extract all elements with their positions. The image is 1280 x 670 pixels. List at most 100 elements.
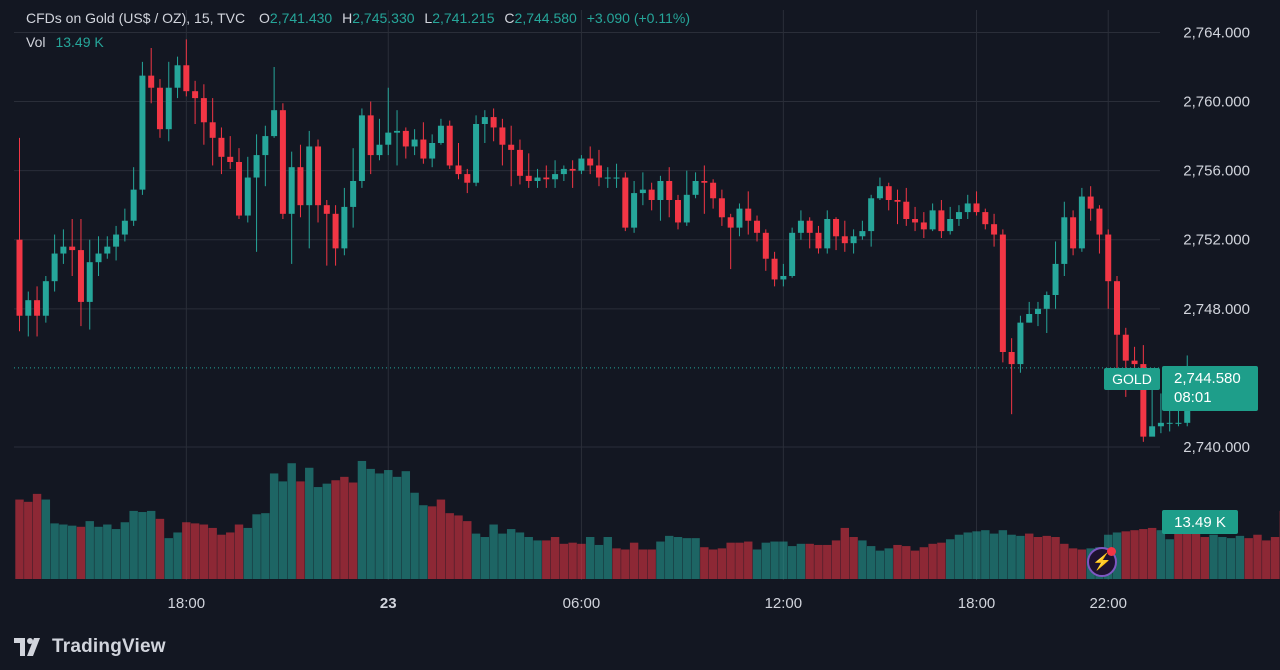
candle: [473, 115, 480, 187]
candle: [437, 118, 444, 145]
candle-body: [394, 130, 401, 133]
notification-dot: [1107, 547, 1116, 556]
candle-body: [1122, 334, 1129, 361]
volume-bar: [796, 543, 806, 579]
candle-body: [77, 250, 84, 302]
candle: [69, 219, 76, 276]
volume-bar: [1244, 538, 1253, 579]
candle: [490, 108, 497, 142]
candle: [1140, 345, 1147, 442]
volume-bar: [296, 481, 305, 579]
candle: [666, 167, 673, 218]
candle-body: [51, 253, 58, 282]
candle: [955, 205, 962, 226]
volume-bar: [1068, 548, 1078, 579]
change-value: +3.090 (+0.11%): [586, 10, 690, 26]
candle: [1096, 205, 1103, 254]
volume-bar: [463, 521, 472, 579]
candle-body: [113, 234, 120, 247]
candle-body: [631, 193, 638, 228]
volume-bar: [322, 483, 331, 579]
candle: [815, 225, 822, 254]
candle: [464, 168, 471, 194]
volume-bar: [1147, 527, 1157, 579]
candle-body: [499, 127, 506, 145]
volume-bar: [559, 543, 569, 579]
price-chart[interactable]: 2,764.000 2,760.000 2,756.000 2,752.000 2,74…: [0, 0, 1280, 620]
candle-body: [262, 136, 269, 156]
candle-body: [894, 200, 901, 202]
candle: [148, 48, 155, 104]
candle: [859, 220, 866, 240]
candle: [183, 39, 190, 97]
candle-body: [1087, 196, 1094, 209]
candle-body: [534, 177, 541, 181]
candle-body: [156, 87, 163, 130]
volume-bar: [779, 541, 788, 579]
candle-body: [104, 246, 111, 254]
tradingview-logo[interactable]: TradingView: [14, 636, 166, 658]
volume-bar: [919, 547, 929, 579]
candle: [675, 194, 681, 230]
volume-bar: [173, 532, 182, 579]
volume-bar: [761, 542, 770, 579]
volume-bar: [524, 537, 533, 579]
volume-bar: [910, 550, 920, 579]
candle: [648, 182, 655, 211]
lightning-icon[interactable]: ⚡: [1087, 547, 1117, 577]
candle-body: [130, 189, 137, 221]
close-value: 2,744.580: [514, 10, 577, 26]
ohlc-legend: CFDs on Gold (US$ / OZ), 15, TVC O2,741.…: [26, 10, 690, 26]
candle: [754, 215, 761, 242]
candle: [51, 234, 58, 292]
volume-bar: [1121, 531, 1130, 579]
vol-label[interactable]: Vol: [26, 34, 46, 50]
candle-body: [1105, 234, 1112, 282]
candle: [156, 79, 163, 138]
candle-body: [25, 300, 32, 316]
candle-body: [595, 165, 602, 178]
high-label: H: [342, 10, 353, 26]
volume-bar: [1253, 534, 1262, 579]
volume-bar: [568, 542, 577, 579]
candle: [1026, 301, 1033, 323]
volume-bar: [340, 476, 349, 579]
volume-bar: [269, 473, 279, 579]
candle-body: [920, 222, 927, 230]
volume-bar: [1033, 537, 1043, 579]
candle: [938, 200, 945, 238]
candle-body: [271, 110, 278, 137]
candle: [657, 175, 664, 221]
price-tick-label: 2,760.000: [1183, 94, 1250, 111]
candle: [376, 118, 383, 161]
candle-body: [86, 262, 93, 302]
volume-bar: [1042, 535, 1051, 579]
volume-bar: [682, 538, 691, 579]
candle-body: [964, 203, 971, 213]
volume-bar: [866, 546, 876, 579]
volume-bar: [1183, 532, 1192, 579]
candle: [192, 80, 199, 124]
volume-bar: [963, 532, 972, 579]
candle-body: [692, 181, 699, 195]
candle: [358, 108, 365, 188]
volume-bar: [744, 541, 753, 579]
time-tick-label: 18:00: [168, 595, 206, 612]
candle: [95, 236, 102, 276]
candle: [982, 208, 989, 230]
candle: [833, 217, 840, 251]
candle: [1114, 276, 1120, 382]
symbol-title[interactable]: CFDs on Gold (US$ / OZ), 15, TVC: [26, 10, 246, 26]
volume-bar: [506, 529, 516, 579]
volume-bar: [691, 538, 700, 579]
candle: [876, 177, 883, 200]
candle-body: [236, 162, 242, 216]
candle-body: [332, 213, 339, 249]
time-tick-label: 18:00: [958, 595, 996, 612]
candle-body: [1008, 352, 1015, 365]
candle: [1105, 229, 1112, 309]
candle: [736, 203, 743, 237]
candle-body: [780, 276, 787, 280]
candle: [718, 189, 725, 226]
candle: [762, 229, 769, 271]
